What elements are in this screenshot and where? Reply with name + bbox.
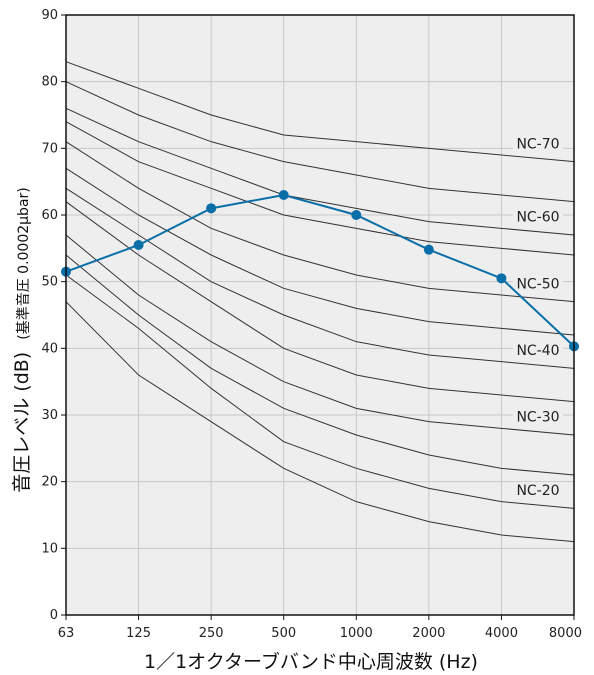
x-tick-label: 63	[58, 626, 75, 641]
x-axis-label: 1／1オクターブバンド中心周波数 (Hz)	[144, 650, 478, 673]
measured-series	[61, 190, 579, 352]
nc-curve	[65, 254, 575, 476]
nc-curve	[65, 61, 575, 163]
y-tick-label: 40	[41, 341, 58, 356]
data-point	[206, 203, 217, 214]
plot-background	[66, 15, 574, 615]
y-axis-label: 音圧レベル (dB) (基準音圧 0.0002μbar)	[11, 187, 33, 493]
y-tick-label: 0	[50, 608, 58, 623]
x-tick-label: 1000	[340, 626, 373, 641]
y-axis-ticks: 0 10 20 30 40 50 60 70 80 90	[41, 8, 66, 623]
data-point	[278, 190, 289, 200]
nc-curve	[65, 141, 575, 303]
nc-curve	[65, 274, 575, 509]
data-point	[496, 273, 507, 284]
nc-curve	[65, 121, 575, 256]
nc-curve-label: NC-30	[516, 410, 559, 426]
y-tick-label: 80	[41, 75, 58, 90]
y-axis-label-sub: (基準音圧 0.0002μbar)	[15, 187, 32, 340]
nc-curve	[65, 167, 575, 336]
y-tick-label: 90	[41, 8, 58, 23]
nc-curve-label: NC-40	[516, 343, 559, 359]
x-tick-label: 8000	[549, 626, 582, 641]
y-axis-label-main: 音圧レベル (dB)	[11, 352, 33, 493]
nc-label-bg	[513, 135, 563, 153]
y-tick-label: 50	[41, 275, 58, 290]
nc-curve-label: NC-60	[516, 210, 559, 226]
nc-curve	[65, 187, 575, 369]
x-tick-label: 250	[199, 626, 224, 641]
nc-curve	[65, 201, 575, 403]
nc-label-bg	[513, 408, 563, 426]
nc-label-bg	[513, 342, 563, 359]
nc-curve	[65, 234, 575, 436]
plot-border	[65, 14, 575, 616]
nc-labels: NC-70 NC-60 NC-50 NC-40 NC-30 NC-20	[513, 135, 563, 499]
nc-label-bg	[513, 208, 563, 226]
nc-curve	[65, 81, 575, 203]
x-axis-ticks: 63 125 250 500 1000 2000 4000 8000	[58, 615, 582, 641]
nc-curve-label: NC-70	[516, 136, 559, 152]
data-point	[423, 244, 434, 255]
nc-curve-label: NC-20	[516, 483, 559, 499]
plot-area	[66, 15, 574, 615]
data-point	[351, 210, 362, 220]
plot-frame	[65, 14, 575, 616]
nc-curves	[65, 61, 575, 543]
nc-label-bg	[513, 275, 563, 293]
x-tick-label: 500	[271, 626, 296, 641]
nc-curve	[65, 107, 575, 236]
y-tick-label: 20	[41, 475, 58, 490]
y-tick-label: 30	[41, 408, 58, 423]
y-tick-label: 60	[41, 208, 58, 223]
data-point	[133, 240, 144, 250]
y-tick-label: 10	[41, 541, 58, 556]
grid	[66, 15, 574, 615]
x-tick-label: 125	[126, 626, 151, 641]
y-tick-label: 70	[41, 141, 58, 156]
nc-label-bg	[513, 482, 563, 499]
x-tick-label: 4000	[485, 626, 518, 641]
series-line	[65, 193, 575, 348]
nc-curve	[65, 301, 575, 543]
x-tick-label: 2000	[412, 626, 445, 641]
nc-curve-label: NC-50	[516, 276, 559, 292]
